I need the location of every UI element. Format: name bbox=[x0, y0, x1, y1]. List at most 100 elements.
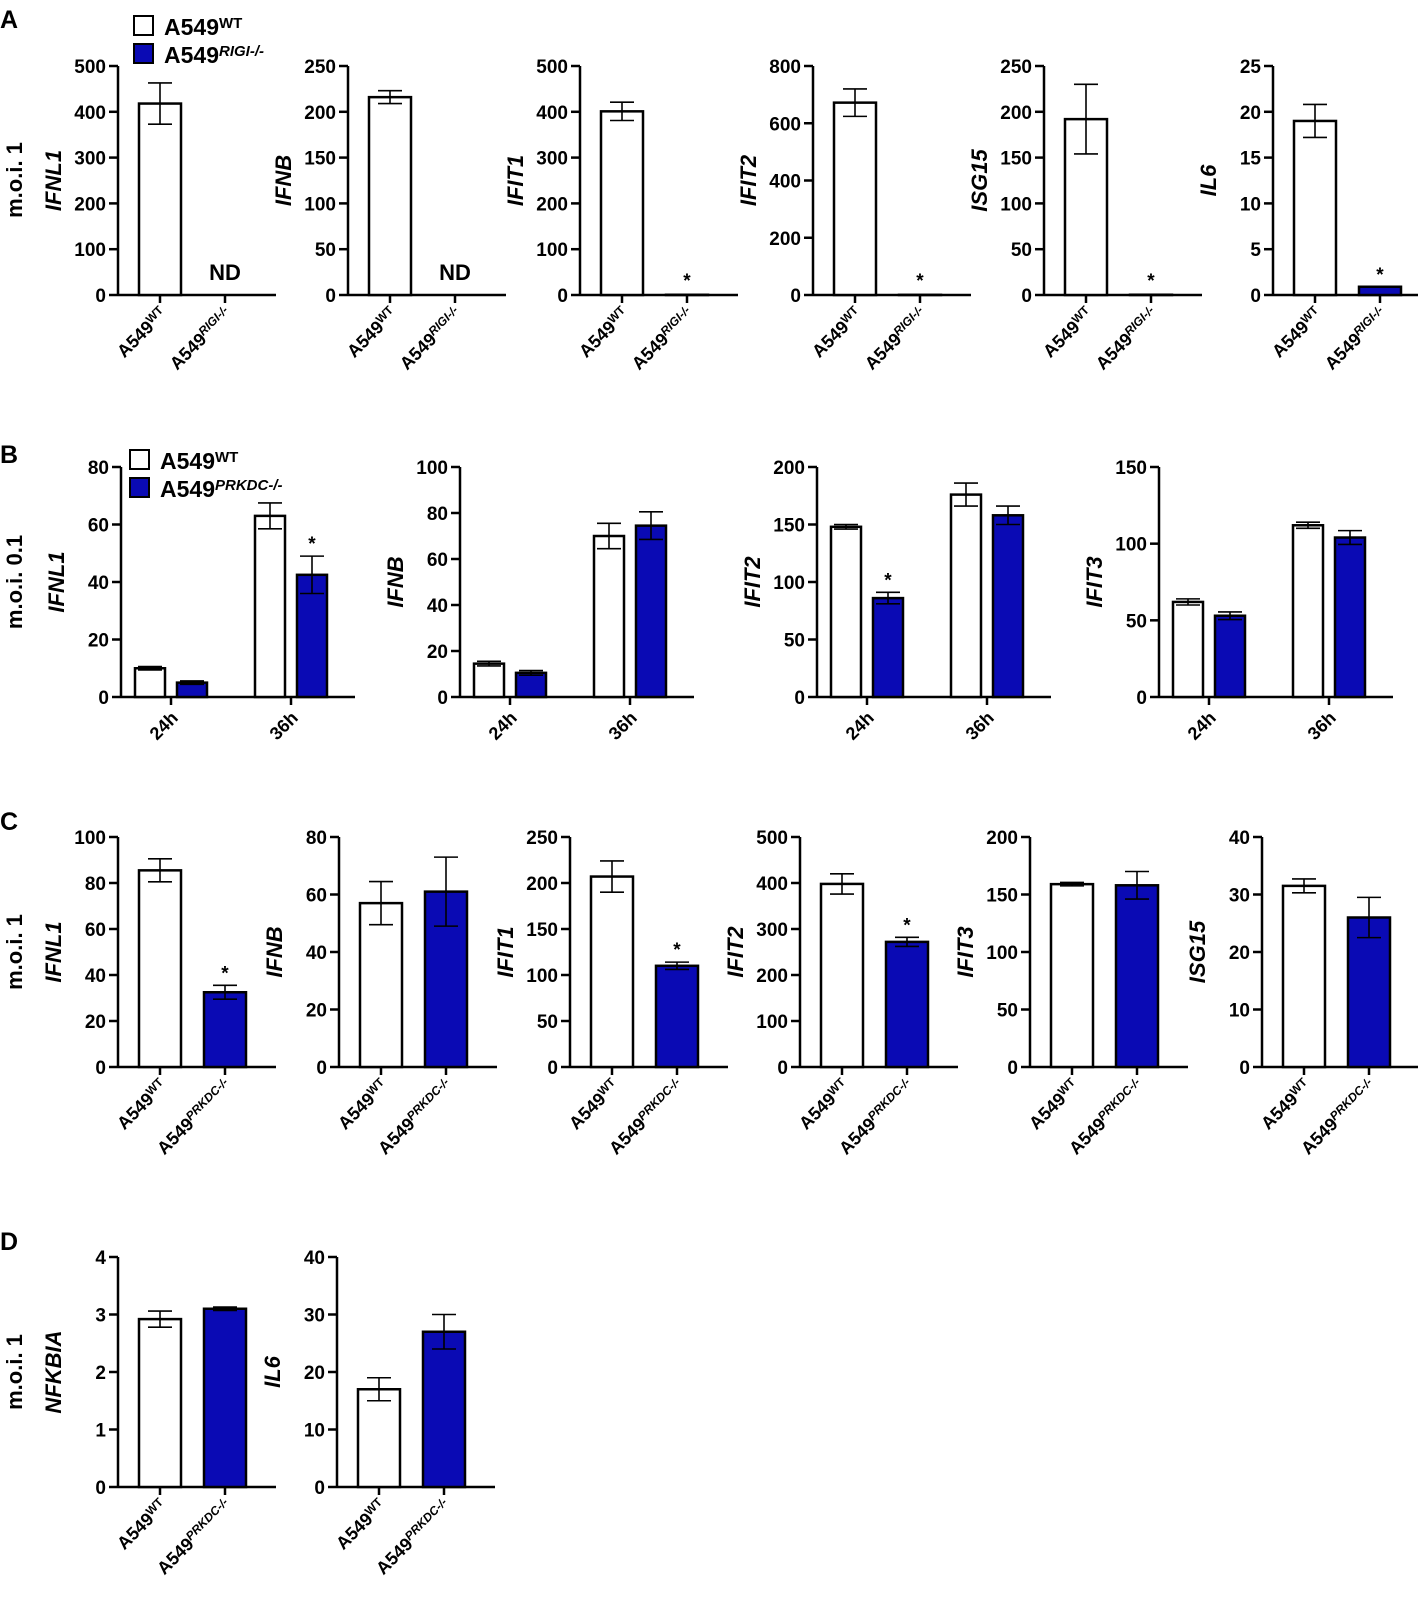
x-tick-label: A549PRKDC-/- bbox=[153, 1495, 236, 1578]
label-superscript: RIGI-/- bbox=[426, 303, 461, 338]
y-tick-label: 0 bbox=[1136, 688, 1147, 709]
label-superscript: RIGI-/- bbox=[891, 303, 926, 338]
x-tick-label: A549RIGI-/- bbox=[395, 303, 466, 374]
y-axis-title: IFNB bbox=[383, 556, 408, 607]
bar bbox=[1171, 600, 1205, 699]
bar bbox=[356, 1388, 402, 1489]
y-tick-label: 200 bbox=[1000, 103, 1032, 124]
y-axis-title: IFIT3 bbox=[1082, 556, 1107, 607]
significance-annotation: * bbox=[308, 534, 316, 555]
x-tick-label: A549RIGI-/- bbox=[1091, 303, 1162, 374]
bar bbox=[592, 534, 626, 699]
bar bbox=[829, 525, 863, 699]
x-tick-label: A549PRKDC-/- bbox=[372, 1495, 455, 1578]
y-tick-label: 20 bbox=[304, 1363, 325, 1384]
x-tick-label: A549PRKDC-/- bbox=[1297, 1075, 1380, 1158]
x-tick-label: A549WT bbox=[113, 1495, 172, 1554]
significance-annotation: * bbox=[916, 271, 924, 292]
y-tick-label: 20 bbox=[85, 1012, 106, 1033]
bar bbox=[253, 514, 287, 699]
y-tick-label: 0 bbox=[790, 286, 801, 307]
x-tick-label: A549WT bbox=[1257, 1075, 1316, 1134]
x-tick-label: A549PRKDC-/- bbox=[153, 1075, 236, 1158]
label-superscript: PRKDC-/- bbox=[183, 1075, 231, 1123]
y-tick-label: 0 bbox=[95, 1058, 106, 1079]
y-tick-label: 80 bbox=[427, 504, 448, 525]
bar bbox=[819, 882, 865, 1069]
bar bbox=[358, 901, 404, 1069]
y-tick-label: 200 bbox=[74, 194, 106, 215]
y-tick-label: 2 bbox=[95, 1363, 106, 1384]
y-tick-label: 150 bbox=[1115, 458, 1147, 479]
y-tick-label: 20 bbox=[1229, 943, 1250, 964]
label-superscript: RIGI-/- bbox=[658, 303, 693, 338]
label-superscript: WT bbox=[215, 449, 238, 466]
label-superscript: PRKDC-/- bbox=[402, 1495, 450, 1543]
legend-label-wt: A549WT bbox=[160, 448, 238, 474]
y-tick-label: 0 bbox=[777, 1058, 788, 1079]
bar bbox=[514, 671, 548, 699]
legend-label-ko: A549RIGI-/- bbox=[164, 42, 264, 68]
significance-annotation: * bbox=[884, 570, 892, 591]
y-axis-title: IFNB bbox=[271, 155, 296, 206]
legend-label-ko: A549PRKDC-/- bbox=[160, 476, 282, 502]
y-tick-label: 0 bbox=[1250, 286, 1261, 307]
bar bbox=[1281, 884, 1327, 1069]
y-tick-label: 200 bbox=[526, 874, 558, 895]
label-superscript: PRKDC-/- bbox=[215, 477, 283, 494]
y-axis-title: IFNL1 bbox=[41, 921, 66, 982]
y-tick-label: 100 bbox=[1115, 535, 1147, 556]
bar bbox=[137, 869, 183, 1069]
x-tick-label: A549WT bbox=[113, 303, 172, 362]
label-superscript: RIGI-/- bbox=[1122, 303, 1157, 338]
y-axis-title: ISG15 bbox=[1185, 920, 1210, 983]
bar bbox=[1049, 882, 1095, 1069]
y-tick-label: 40 bbox=[85, 966, 106, 987]
bar bbox=[421, 1330, 467, 1489]
bar bbox=[133, 667, 167, 699]
label-base: A549 bbox=[160, 476, 215, 502]
bar bbox=[832, 101, 878, 297]
y-tick-label: 100 bbox=[773, 573, 805, 594]
x-tick-label: A549PRKDC-/- bbox=[1065, 1075, 1148, 1158]
y-tick-label: 10 bbox=[304, 1421, 325, 1442]
y-tick-label: 50 bbox=[1126, 611, 1147, 632]
bar bbox=[1346, 916, 1392, 1069]
x-tick-label: A549WT bbox=[565, 1075, 624, 1134]
y-tick-label: 400 bbox=[74, 103, 106, 124]
y-tick-label: 600 bbox=[769, 114, 801, 135]
y-tick-label: 0 bbox=[95, 286, 106, 307]
y-tick-label: 60 bbox=[306, 886, 327, 907]
bar bbox=[884, 940, 930, 1069]
moi-label-C: m.o.i. 1 bbox=[2, 914, 27, 990]
y-tick-label: 0 bbox=[1021, 286, 1032, 307]
y-axis-title: IFNL1 bbox=[41, 150, 66, 211]
y-tick-label: 100 bbox=[1000, 194, 1032, 215]
y-tick-label: 15 bbox=[1240, 149, 1262, 170]
y-axis-title: IFIT2 bbox=[723, 926, 748, 978]
chart-B-ifit3: 0 50 100 150 IFIT3 24h 36h bbox=[1082, 458, 1393, 744]
legend-label-wt: A549WT bbox=[164, 14, 242, 40]
y-tick-label: 50 bbox=[537, 1012, 558, 1033]
x-tick-label: A549WT bbox=[343, 303, 402, 362]
y-tick-label: 250 bbox=[304, 57, 336, 78]
y-tick-label: 80 bbox=[85, 874, 106, 895]
y-tick-label: 200 bbox=[986, 828, 1018, 849]
label-superscript: PRKDC-/- bbox=[635, 1075, 683, 1123]
y-tick-label: 10 bbox=[1240, 194, 1261, 215]
x-tick-label: A549RIGI-/- bbox=[165, 303, 236, 374]
bar bbox=[137, 1317, 183, 1489]
x-tick-label: A549WT bbox=[1025, 1075, 1084, 1134]
label-superscript: PRKDC-/- bbox=[183, 1495, 231, 1543]
significance-annotation: * bbox=[221, 963, 229, 984]
x-tick-label: A549PRKDC-/- bbox=[374, 1075, 457, 1158]
panel-letter-A: A bbox=[0, 6, 18, 34]
y-tick-label: 300 bbox=[74, 149, 106, 170]
bar bbox=[634, 524, 668, 699]
